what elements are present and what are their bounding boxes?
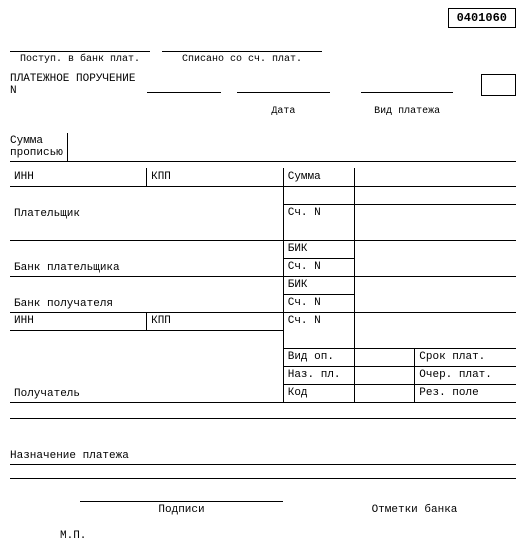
bottom-row[interactable] bbox=[10, 402, 516, 418]
sch-n-value-1[interactable] bbox=[354, 204, 516, 222]
postup-label: Поступ. в банк плат. bbox=[10, 54, 150, 65]
order-number-field[interactable] bbox=[147, 77, 221, 93]
form-code: 0401060 bbox=[448, 8, 516, 28]
bik-value-1[interactable] bbox=[354, 240, 516, 258]
sch-n-value-3[interactable] bbox=[354, 294, 516, 312]
vid-op-value[interactable] bbox=[354, 348, 415, 366]
summa-propis-label: Сумма прописью bbox=[10, 133, 68, 162]
title-row: ПЛАТЕЖНОЕ ПОРУЧЕНИЕ N bbox=[10, 73, 516, 97]
header-labels-row: Поступ. в банк плат. Списано со сч. плат… bbox=[10, 54, 516, 65]
purpose-line-2[interactable] bbox=[10, 465, 516, 479]
mp-label: М.П. bbox=[60, 530, 516, 542]
platelshik-label: Плательщик bbox=[10, 204, 283, 222]
spisano-label: Списано со сч. плат. bbox=[162, 54, 322, 65]
rez-pole-label: Рез. поле bbox=[415, 384, 516, 402]
sch-n-value-2[interactable] bbox=[354, 258, 516, 276]
naznachenie-label: Назначение платежа bbox=[10, 450, 129, 462]
summa-propis-row: Сумма прописью bbox=[10, 133, 516, 162]
naz-pl-value[interactable] bbox=[354, 366, 415, 384]
poluchatel-label: Получатель bbox=[10, 348, 283, 402]
podpisi-label: Подписи bbox=[80, 501, 283, 516]
naz-pl-label: Наз. пл. bbox=[283, 366, 354, 384]
otmetki-label: Отметки банка bbox=[313, 502, 516, 516]
date-label: Дата bbox=[237, 106, 330, 117]
header-row bbox=[10, 36, 516, 52]
inn-label-1: ИНН bbox=[10, 168, 147, 186]
postup-field bbox=[10, 36, 150, 52]
kod-label: Код bbox=[283, 384, 354, 402]
summa-label: Сумма bbox=[283, 168, 354, 186]
srok-plat-label: Срок плат. bbox=[415, 348, 516, 366]
summa-propis-field[interactable] bbox=[68, 133, 516, 162]
spisano-field bbox=[162, 36, 322, 52]
code-box[interactable] bbox=[481, 74, 516, 96]
bank-plat-label: Банк плательщика bbox=[10, 240, 283, 276]
sch-n-label-2: Сч. N bbox=[283, 258, 354, 276]
sch-n-value-4[interactable] bbox=[354, 312, 516, 330]
date-field[interactable] bbox=[237, 77, 330, 93]
vid-field[interactable] bbox=[361, 77, 454, 93]
form-code-row: 0401060 bbox=[10, 8, 516, 28]
summa-value[interactable] bbox=[354, 168, 516, 186]
kpp-label-1: КПП bbox=[147, 168, 284, 186]
title-main: ПЛАТЕЖНОЕ ПОРУЧЕНИЕ N bbox=[10, 73, 139, 97]
sch-n-label-3: Сч. N bbox=[283, 294, 354, 312]
recipient-name-area[interactable] bbox=[10, 330, 283, 348]
vid-label: Вид платежа bbox=[361, 106, 454, 117]
sch-n-label-4: Сч. N bbox=[283, 312, 354, 330]
vid-op-label: Вид оп. bbox=[283, 348, 354, 366]
sch-n-label-1: Сч. N bbox=[283, 204, 354, 222]
kpp-label-2: КПП bbox=[147, 312, 284, 330]
bik-value-2[interactable] bbox=[354, 276, 516, 294]
main-table: ИНН КПП Сумма Плательщик Сч. N Банк плат… bbox=[10, 168, 516, 419]
bik-label-1: БИК bbox=[283, 240, 354, 258]
ocher-plat-label: Очер. плат. bbox=[415, 366, 516, 384]
footer-row: Подписи Отметки банка bbox=[10, 501, 516, 516]
kod-value[interactable] bbox=[354, 384, 415, 402]
bank-poluch-label: Банк получателя bbox=[10, 276, 283, 312]
bik-label-2: БИК bbox=[283, 276, 354, 294]
payer-name-area[interactable] bbox=[10, 186, 283, 204]
title-sublabel-row: ПЛАТЕЖНОЕ ПОРУЧЕНИЕ N Дата Вид платежа bbox=[10, 99, 516, 123]
inn-label-2: ИНН bbox=[10, 312, 147, 330]
purpose-row: Назначение платежа bbox=[10, 447, 516, 465]
